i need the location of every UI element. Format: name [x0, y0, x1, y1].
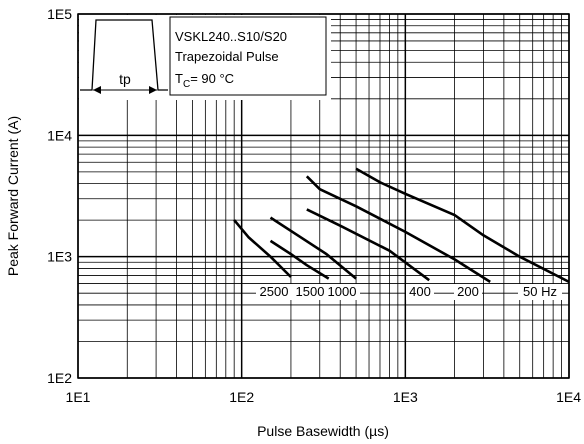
legend-text-box: [169, 16, 327, 96]
series-label: 1500: [296, 284, 325, 299]
legend-pulse-type: Trapezoidal Pulse: [175, 49, 279, 64]
tp-arrow-right-icon: [149, 86, 157, 94]
y-axis-title: Peak Forward Current (A): [5, 116, 21, 276]
series-label-background: [518, 284, 562, 300]
trapezoid-pulse-icon: [80, 19, 168, 91]
legend-title: VSKL240..S10/S20: [175, 29, 287, 44]
x-axis-title: Pulse Basewidth (µs): [257, 423, 389, 439]
series-label: 50 Hz: [523, 284, 557, 299]
y-tick-label: 1E2: [47, 370, 72, 386]
y-tick-labels: 1E2 1E3 1E4 1E5: [47, 6, 72, 386]
y-tick-label: 1E3: [47, 249, 72, 265]
series-label: 2500: [260, 284, 289, 299]
series-label-background: [454, 284, 482, 300]
series-label: 400: [409, 284, 431, 299]
x-tick-labels: 1E1 1E2 1E3 1E4: [66, 389, 582, 405]
x-tick-label: 1E1: [66, 389, 91, 405]
series-labels: 2500 1500 1000 400 200 50 Hz: [256, 284, 562, 300]
series-line: [355, 167, 570, 284]
series-label: 1000: [328, 284, 357, 299]
plot-frame: [77, 13, 570, 379]
legend-box: VSKL240..S10/S20 Trapezoidal Pulse TC= 9…: [79, 15, 331, 100]
series-label-background: [324, 284, 360, 300]
series-label-background: [406, 284, 434, 300]
y-tick-label: 1E4: [47, 127, 72, 143]
series-line: [269, 239, 330, 280]
x-tick-label: 1E3: [393, 389, 418, 405]
series-label: 200: [457, 284, 479, 299]
curves: [233, 167, 570, 284]
series-line: [306, 208, 430, 282]
tp-label: tp: [119, 71, 131, 87]
series-label-background: [292, 284, 328, 300]
legend-case-temperature: TC= 90 °C: [175, 71, 234, 90]
series-line: [305, 175, 491, 283]
series-label-background: [256, 284, 292, 300]
x-tick-label: 1E4: [556, 389, 581, 405]
series-line: [233, 219, 292, 278]
series-line: [269, 216, 357, 280]
tp-arrow-left-icon: [93, 86, 101, 94]
x-tick-label: 1E2: [229, 389, 254, 405]
y-tick-label: 1E5: [47, 6, 72, 22]
